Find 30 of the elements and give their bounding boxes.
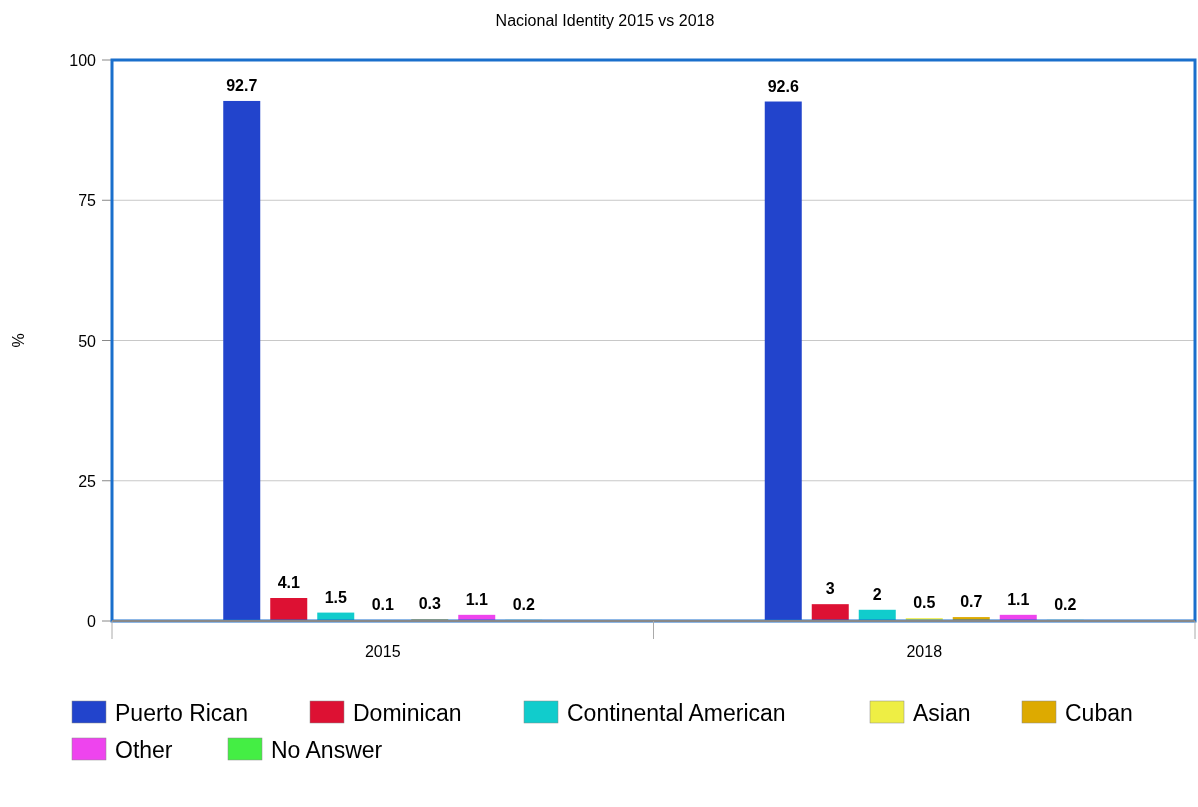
- y-tick-label: 25: [78, 472, 97, 490]
- data-label: 3: [825, 580, 835, 598]
- x-tick-label: 2015: [364, 643, 401, 660]
- legend-label: Cuban: [1065, 700, 1133, 726]
- legend-label: No Answer: [271, 737, 383, 763]
- data-label: 2: [872, 585, 882, 603]
- data-label: 4.1: [277, 574, 300, 591]
- y-axis-title: %: [10, 333, 27, 348]
- y-tick-label: 75: [78, 192, 97, 210]
- data-label: 0.2: [512, 595, 535, 613]
- data-label: 92.6: [767, 77, 799, 95]
- y-tick-label: 100: [69, 52, 97, 69]
- chart-title: Nacional Identity 2015 vs 2018: [495, 12, 715, 29]
- data-label: 0.3: [418, 595, 441, 613]
- x-tick-label: 2018: [906, 643, 943, 660]
- data-label: 0.1: [371, 596, 394, 614]
- legend-label: Asian: [913, 700, 971, 726]
- data-label: 92.7: [226, 76, 258, 94]
- data-label: 0.2: [1054, 595, 1077, 613]
- y-tick-label: 50: [78, 332, 97, 350]
- data-label: 1.5: [324, 588, 347, 606]
- legend-label: Other: [115, 737, 173, 763]
- data-label: 1.1: [465, 590, 488, 608]
- data-label: 0.7: [960, 593, 983, 611]
- y-tick-label: 0: [87, 613, 97, 630]
- legend-label: Dominican: [353, 700, 462, 726]
- data-label: 1.1: [1007, 590, 1030, 608]
- legend-label: Continental American: [567, 700, 786, 726]
- data-label: 0.5: [913, 594, 936, 612]
- legend-label: Puerto Rican: [115, 700, 248, 726]
